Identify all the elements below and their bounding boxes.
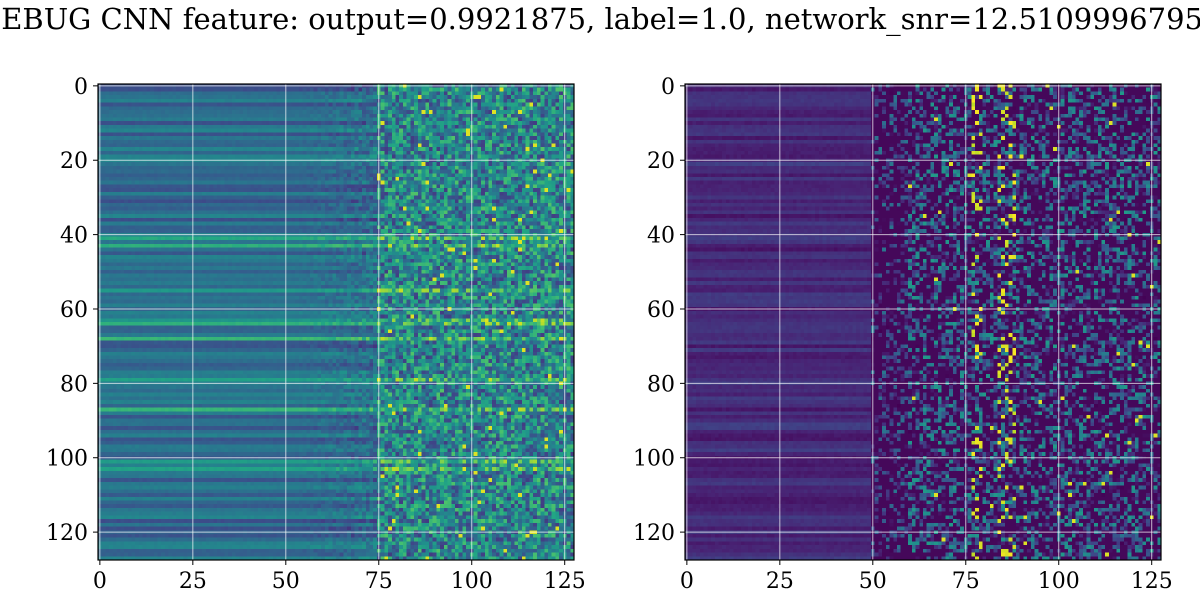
heatmap-image [685, 84, 1161, 560]
x-tick-label: 25 [766, 569, 794, 594]
y-tick-label: 40 [647, 224, 675, 249]
axes-frame [684, 83, 1162, 561]
x-tick-label: 50 [859, 569, 887, 594]
y-tick-label: 60 [60, 298, 88, 323]
x-tick-label: 0 [680, 569, 694, 594]
heatmap-image [98, 84, 574, 560]
x-tick-label: 100 [451, 569, 493, 594]
y-tick-label: 20 [647, 149, 675, 174]
x-tick-label: 50 [272, 569, 300, 594]
axes-frame [97, 83, 575, 561]
y-tick-label: 80 [647, 372, 675, 397]
y-tick-label: 100 [46, 447, 88, 472]
x-tick-label: 75 [952, 569, 980, 594]
heatmap-panel-right: 0 25 50 75 100 125 0 20 40 60 80 100 120 [633, 75, 1173, 594]
y-tick-label: 120 [46, 521, 88, 546]
x-tick-label: 25 [179, 569, 207, 594]
y-tick-label: 20 [60, 149, 88, 174]
x-tick-label: 100 [1038, 569, 1080, 594]
y-tick-label: 100 [633, 447, 675, 472]
figure-title: DEBUG CNN feature: output=0.9921875, lab… [0, 2, 1200, 36]
x-tick-label: 0 [93, 569, 107, 594]
x-tick-label: 75 [365, 569, 393, 594]
y-tick-label: 0 [661, 75, 675, 100]
y-tick-label: 120 [633, 521, 675, 546]
x-tick-label: 125 [1131, 569, 1173, 594]
y-tick-label: 0 [74, 75, 88, 100]
y-tick-label: 60 [647, 298, 675, 323]
y-tick-label: 40 [60, 224, 88, 249]
heatmap-panel-left: 0 25 50 75 100 125 0 20 40 60 80 100 120 [46, 75, 586, 594]
y-tick-label: 80 [60, 372, 88, 397]
x-tick-label: 125 [544, 569, 586, 594]
